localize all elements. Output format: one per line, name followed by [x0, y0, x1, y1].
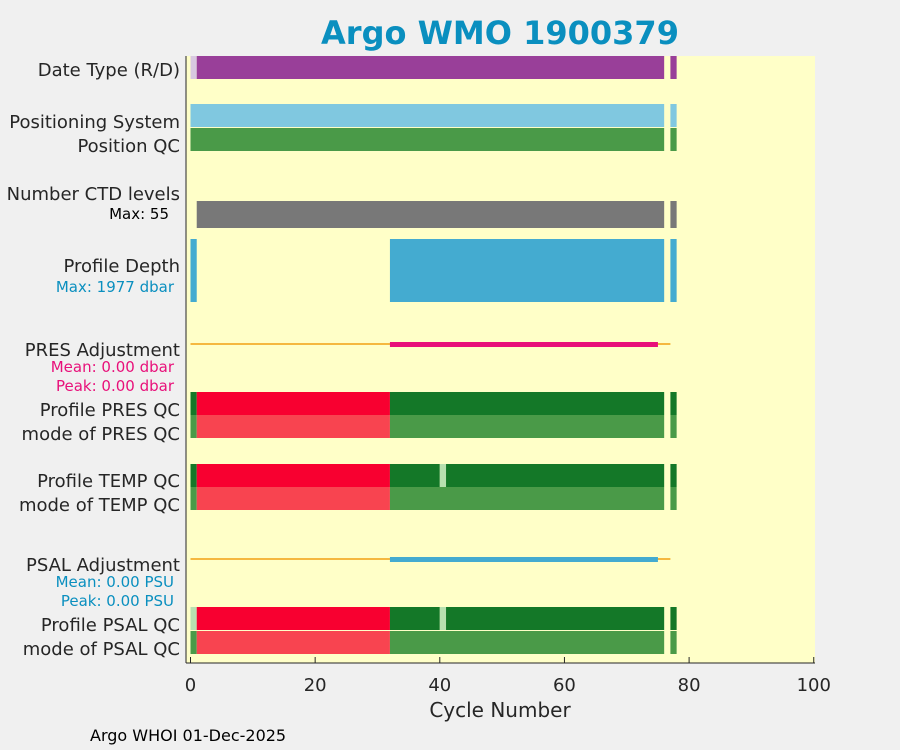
profile-psal-qc-bar-0 [190, 607, 197, 630]
row-date-type-r-d [190, 56, 677, 79]
profile-temp-qc-bar-2 [389, 464, 440, 487]
pres-adjustment-peak-label: Peak: 0.00 dbar [56, 377, 175, 395]
profile-pres-qc-bar-0 [190, 392, 197, 415]
row-psal-adjustment [190, 557, 671, 562]
chart-marks [190, 56, 677, 654]
profile-temp-qc-bar-3 [439, 464, 447, 487]
x-tick-label-80: 80 [678, 675, 701, 696]
profile-psal-qc-bar-1 [196, 607, 390, 630]
mode-of-pres-qc-bar-3 [670, 415, 677, 438]
mode-of-pres-qc-bar-2 [389, 415, 665, 438]
positioning-system-bar-0 [190, 104, 665, 127]
date-type-r-d-bar-2 [670, 56, 677, 79]
row-mode-of-psal-qc [190, 631, 677, 654]
row-pres-adjustment [190, 342, 671, 347]
psal-adjustment-peak-label: Peak: 0.00 PSU [61, 592, 174, 610]
profile-pres-qc-bar-2 [389, 392, 665, 415]
profile-depth-max-label: Max: 1977 dbar [56, 278, 175, 296]
mode-of-psal-qc-bar-1 [196, 631, 390, 654]
pres-adjustment-mean-label: Mean: 0.00 dbar [51, 358, 175, 376]
mode-of-pres-qc-bar-0 [190, 415, 197, 438]
x-tick-label-60: 60 [553, 675, 576, 696]
mode-of-temp-qc-bar-0 [190, 487, 197, 510]
row-label-profile-temp-qc: Profile TEMP QC [37, 471, 180, 492]
x-axis-title: Cycle Number [429, 698, 571, 722]
x-axis: 0 20 40 60 80 100 [185, 56, 831, 696]
psal-adjustment-adjusted-bar [389, 557, 658, 562]
profile-depth-bar-0 [190, 239, 197, 302]
x-tick-label-20: 20 [304, 675, 327, 696]
position-qc-bar-0 [190, 128, 665, 151]
profile-psal-qc-bar-5 [670, 607, 677, 630]
row-profile-depth [190, 239, 677, 302]
row-labels: Date Type (R/D) Positioning System Positio… [7, 60, 180, 660]
row-label-date-type-r-d: Date Type (R/D) [38, 60, 180, 81]
row-label-mode-of-pres-qc: mode of PRES QC [22, 424, 180, 445]
profile-psal-qc-bar-4 [446, 607, 665, 630]
row-label-profile-pres-qc: Profile PRES QC [40, 400, 180, 421]
profile-temp-qc-bar-1 [196, 464, 390, 487]
profile-depth-bar-1 [389, 239, 665, 302]
row-profile-psal-qc [190, 607, 677, 630]
number-ctd-levels-bar-0 [196, 201, 665, 228]
row-label-positioning-system: Positioning System [9, 112, 180, 133]
row-label-number-ctd-levels: Number CTD levels [7, 184, 180, 205]
pres-adjustment-adjusted-bar [389, 342, 658, 347]
row-position-qc [190, 128, 677, 151]
row-label-position-qc: Position QC [77, 136, 180, 157]
row-profile-temp-qc [190, 464, 677, 487]
profile-depth-bar-2 [670, 239, 677, 302]
profile-psal-qc-bar-2 [389, 607, 440, 630]
row-profile-pres-qc [190, 392, 677, 415]
mode-of-pres-qc-bar-1 [196, 415, 390, 438]
profile-temp-qc-bar-0 [190, 464, 197, 487]
chart-title: Argo WMO 1900379 [321, 14, 679, 52]
number-ctd-levels-bar-1 [670, 201, 677, 228]
x-tick-label-40: 40 [428, 675, 451, 696]
row-label-profile-psal-qc: Profile PSAL QC [41, 615, 180, 636]
row-label-pres-adjustment: PRES Adjustment [25, 340, 180, 361]
number-ctd-levels-max-label: Max: 55 [109, 205, 169, 223]
profile-pres-qc-bar-3 [670, 392, 677, 415]
row-label-psal-adjustment: PSAL Adjustment [26, 555, 180, 576]
profile-temp-qc-bar-5 [670, 464, 677, 487]
profile-psal-qc-bar-3 [439, 607, 447, 630]
footer-credit: Argo WHOI 01-Dec-2025 [90, 726, 286, 745]
mode-of-temp-qc-bar-1 [196, 487, 390, 510]
x-tick-label-100: 100 [797, 675, 831, 696]
positioning-system-bar-1 [670, 104, 677, 127]
row-label-profile-depth: Profile Depth [63, 256, 180, 277]
mode-of-psal-qc-bar-3 [670, 631, 677, 654]
row-label-mode-of-temp-qc: mode of TEMP QC [19, 495, 180, 516]
profile-temp-qc-bar-4 [446, 464, 665, 487]
date-type-r-d-bar-0 [190, 56, 197, 79]
mode-of-temp-qc-bar-2 [389, 487, 665, 510]
profile-pres-qc-bar-1 [196, 392, 390, 415]
position-qc-bar-1 [670, 128, 677, 151]
mode-of-psal-qc-bar-2 [389, 631, 665, 654]
row-number-ctd-levels [196, 201, 677, 228]
date-type-r-d-bar-1 [196, 56, 665, 79]
row-positioning-system [190, 104, 677, 127]
row-label-mode-of-psal-qc: mode of PSAL QC [23, 639, 180, 660]
mode-of-temp-qc-bar-3 [670, 487, 677, 510]
row-mode-of-pres-qc [190, 415, 677, 438]
mode-of-psal-qc-bar-0 [190, 631, 197, 654]
x-tick-label-0: 0 [185, 675, 196, 696]
psal-adjustment-mean-label: Mean: 0.00 PSU [56, 573, 174, 591]
row-mode-of-temp-qc [190, 487, 677, 510]
